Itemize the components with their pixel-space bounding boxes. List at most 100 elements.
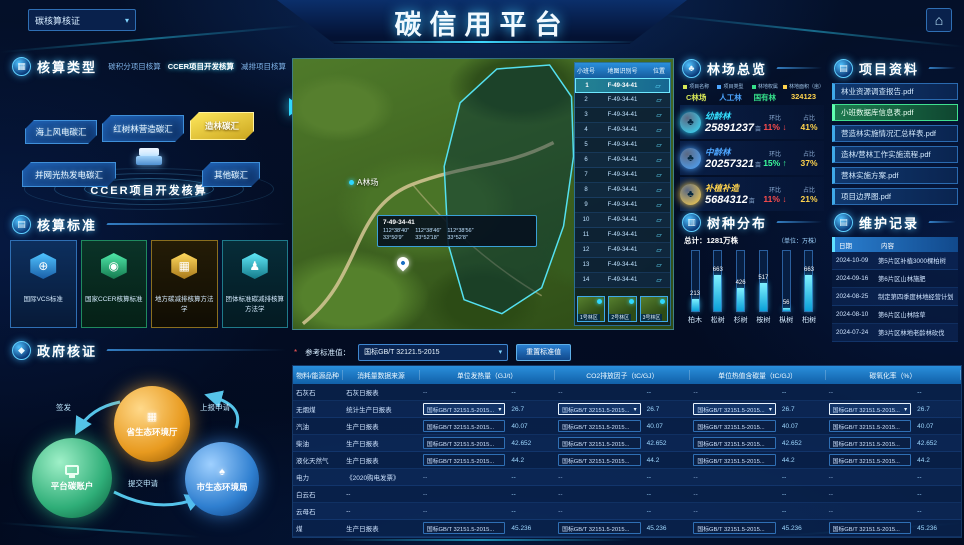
maintenance-rows: 2024-10-09 第5片区补植3000棵柏树 2024-09-16 第6片区山林施… bbox=[832, 252, 958, 342]
maintenance-content: 第6片区山林施肥 bbox=[878, 276, 926, 283]
accounting-type-tab[interactable]: 减排项目核算 bbox=[241, 61, 286, 71]
bar-track: 426 bbox=[736, 250, 746, 312]
plot-number: 8 bbox=[584, 187, 588, 193]
document-item[interactable]: 林业资源调查报告.pdf bbox=[832, 83, 958, 100]
maintenance-content: 第3片区林地老龄林砍伐 bbox=[878, 330, 945, 337]
plot-list-row[interactable]: 14 F-49-34-41 ▱ bbox=[575, 273, 670, 288]
standard-select[interactable]: 国标GB/T 32151.5-2015... ▾ bbox=[693, 403, 776, 415]
farm-meta-item: 项目名称 C林场 bbox=[680, 83, 712, 103]
plot-list-row[interactable]: 10 F-49-34-41 ▱ bbox=[575, 213, 670, 228]
header-line bbox=[776, 221, 823, 223]
tooltip-points: 112°38′40″ 33°50′9″ 112°38′46″ 33°52′18″ 1… bbox=[383, 228, 474, 242]
accounting-type-tab[interactable]: 碳积分项目核算 bbox=[108, 61, 161, 71]
node-label: 市生态环境局 bbox=[196, 481, 248, 492]
standard-select[interactable]: 国标GB/T 32151.5-2015... bbox=[422, 522, 506, 534]
metric-value: 45.236 bbox=[511, 524, 532, 532]
area-unit: 亩 bbox=[754, 127, 761, 133]
standard-select[interactable]: 国标GB/T 32151.5-2015... bbox=[422, 420, 506, 432]
standard-select[interactable]: 国标GB/T 32151.5-2015... bbox=[693, 437, 776, 449]
standard-select[interactable]: 国标GB/T 32151.5-2015... bbox=[558, 522, 641, 534]
standard-select[interactable]: 国标GB/T 32151.5-2015... ▾ bbox=[558, 403, 641, 415]
standard-card[interactable]: ♟ 团体标准碳减排核算方法学 bbox=[221, 240, 288, 328]
platform-ring bbox=[54, 173, 244, 205]
material-name: 石灰石 bbox=[296, 390, 316, 397]
forest-icon: ♣ bbox=[682, 58, 701, 78]
plot-thumbnail[interactable]: 2号林区 bbox=[608, 296, 637, 322]
standard-select[interactable]: 国标GB/T 32151.5-2015... bbox=[693, 454, 776, 466]
standard-select[interactable]: 国标GB/T 32151.5-2015... bbox=[828, 420, 912, 432]
data-source: 统计生产日报表 bbox=[346, 407, 392, 414]
farm-meta-item: 林地权属 国有林 bbox=[749, 83, 781, 103]
thumbnail-label: 3号林区 bbox=[640, 314, 663, 321]
required-asterisk: * bbox=[294, 347, 298, 357]
reset-standard-button[interactable]: 重置标准值 bbox=[516, 343, 572, 361]
type-button[interactable]: 造林碳汇 bbox=[190, 112, 254, 140]
stand-area-value: 5684312亩 bbox=[705, 194, 755, 206]
panel-accounting-type: ▦ 核算类型 碳积分项目核算 CCER项目开发核算 减排项目核算 CCER项目开发核… bbox=[8, 54, 302, 210]
standard-card[interactable]: ⊕ 国际VCS标准 bbox=[10, 240, 77, 328]
type-button[interactable]: 海上风电碳汇 bbox=[25, 120, 97, 144]
document-item[interactable]: 造林/营林工作实施流程.pdf bbox=[832, 146, 958, 163]
panel-farm-overview: ♣ 林场总览 项目名称 C林场 项目类型 人工林 林地权属 国有林 林地面积（亩） 32412… bbox=[678, 56, 826, 211]
standard-select[interactable]: 国标GB/T 32151.5-2015... ▾ bbox=[828, 403, 912, 415]
maintenance-row: 2024-08-25 制定第四季度林地经营计划 bbox=[832, 288, 958, 306]
document-item[interactable]: 营林实施方案.pdf bbox=[832, 167, 958, 184]
farm-row: ♣ 中龄林 20257321亩 环比 15% ↑ 占比 37% bbox=[680, 141, 824, 175]
plot-list-row[interactable]: 9 F-49-34-41 ▱ bbox=[575, 198, 670, 213]
table-column-header: 物料/能源品种 bbox=[293, 370, 344, 380]
standard-select[interactable]: 国标GB/T 32151.5-2015... bbox=[828, 437, 912, 449]
forest-map[interactable]: A林场 7-49-34-41 112°38′40″ 33°50′9″ 112°38… bbox=[292, 58, 674, 330]
standard-hex-icon: ◉ bbox=[100, 253, 127, 279]
plot-thumbnail[interactable]: 3号林区 bbox=[639, 296, 668, 322]
standard-card[interactable]: ◉ 国家CCER核算标准 bbox=[80, 240, 147, 328]
document-item[interactable]: 项目边界图.pdf bbox=[832, 188, 958, 205]
type-button[interactable]: 红树林营造碳汇 bbox=[102, 115, 184, 142]
standard-select[interactable]: 国标GB/T 32151.5-2015... bbox=[693, 420, 776, 432]
bar-value-label: 663 bbox=[712, 266, 723, 273]
polygon-icon: ▱ bbox=[656, 157, 662, 164]
type-button[interactable]: 其他碳汇 bbox=[202, 162, 260, 187]
data-source: 生产日报表 bbox=[346, 441, 379, 448]
plot-list-row[interactable]: 13 F-49-34-41 ▱ bbox=[575, 258, 670, 273]
ref-standard-select[interactable]: 国标GB/T 32121.5-2015 ▾ bbox=[358, 343, 509, 361]
polygon-icon: ▱ bbox=[655, 82, 661, 90]
standard-select[interactable]: 国标GB/T 32151.5-2015... bbox=[828, 522, 912, 534]
plot-list-row[interactable]: 6 F-49-34-41 ▱ bbox=[575, 153, 670, 168]
plot-list-row[interactable]: 3 F-49-34-41 ▱ bbox=[575, 108, 670, 123]
standard-select[interactable]: 国标GB/T 32151.5-2015... bbox=[422, 454, 506, 466]
document-item[interactable]: 小班数据库信息表.pdf bbox=[832, 104, 958, 121]
standard-select[interactable]: 国标GB/T 32151.5-2015... bbox=[558, 437, 641, 449]
home-button[interactable]: ⌂ bbox=[926, 8, 952, 32]
plot-list-row[interactable]: 2 F-49-34-41 ▱ bbox=[575, 93, 670, 108]
plot-list-row[interactable]: 12 F-49-34-41 ▱ bbox=[575, 243, 670, 258]
metric-value: 44.2 bbox=[646, 456, 660, 464]
material-name: 无烟煤 bbox=[296, 407, 316, 414]
standard-hex-icon: ⊕ bbox=[30, 253, 57, 279]
plot-thumbnail[interactable]: 1号林区 bbox=[577, 296, 606, 322]
plot-number: 11 bbox=[582, 232, 590, 238]
plot-number: 9 bbox=[584, 202, 588, 208]
accounting-type-tab[interactable]: CCER项目开发核算 bbox=[167, 61, 234, 71]
plot-list-row[interactable]: 7 F-49-34-41 ▱ bbox=[575, 168, 670, 183]
plot-list-row[interactable]: 5 F-49-34-41 ▱ bbox=[575, 138, 670, 153]
stand-type-name: 幼龄林 bbox=[705, 111, 731, 121]
calculator-icon: ▦ bbox=[12, 56, 31, 76]
tree-icon: ♣ bbox=[680, 183, 701, 205]
type-button[interactable]: 并网光热发电碳汇 bbox=[22, 162, 116, 187]
panel-farm-header: ♣ 林场总览 bbox=[678, 56, 826, 80]
standard-select[interactable]: 国标GB/T 32151.5-2015... bbox=[422, 437, 506, 449]
plot-list-row[interactable]: 8 F-49-34-41 ▱ bbox=[575, 183, 670, 198]
standard-select[interactable]: 国标GB/T 32151.5-2015... bbox=[828, 454, 912, 466]
plot-list-row[interactable]: 1 F-49-34-41 ▱ bbox=[575, 78, 670, 93]
standard-card[interactable]: ▦ 地方碳减排核算方法学 bbox=[151, 240, 218, 328]
building-icon: ▦ bbox=[146, 410, 158, 423]
standard-select[interactable]: 国标GB/T 32151.5-2015... bbox=[693, 522, 776, 534]
standard-select[interactable]: 国标GB/T 32151.5-2015... ▾ bbox=[422, 403, 506, 415]
standard-select[interactable]: 国标GB/T 32151.5-2015... bbox=[558, 454, 641, 466]
plot-list-row[interactable]: 11 F-49-34-41 ▱ bbox=[575, 228, 670, 243]
standard-select[interactable]: 国标GB/T 32151.5-2015... bbox=[558, 420, 641, 432]
plot-list-row[interactable]: 4 F-49-34-41 ▱ bbox=[575, 123, 670, 138]
document-item[interactable]: 营造林实施情况汇总样表.pdf bbox=[832, 125, 958, 142]
species-bar: 56 枞树 bbox=[777, 250, 795, 325]
module-dropdown[interactable]: 碳核算核证 ▾ bbox=[28, 9, 136, 31]
